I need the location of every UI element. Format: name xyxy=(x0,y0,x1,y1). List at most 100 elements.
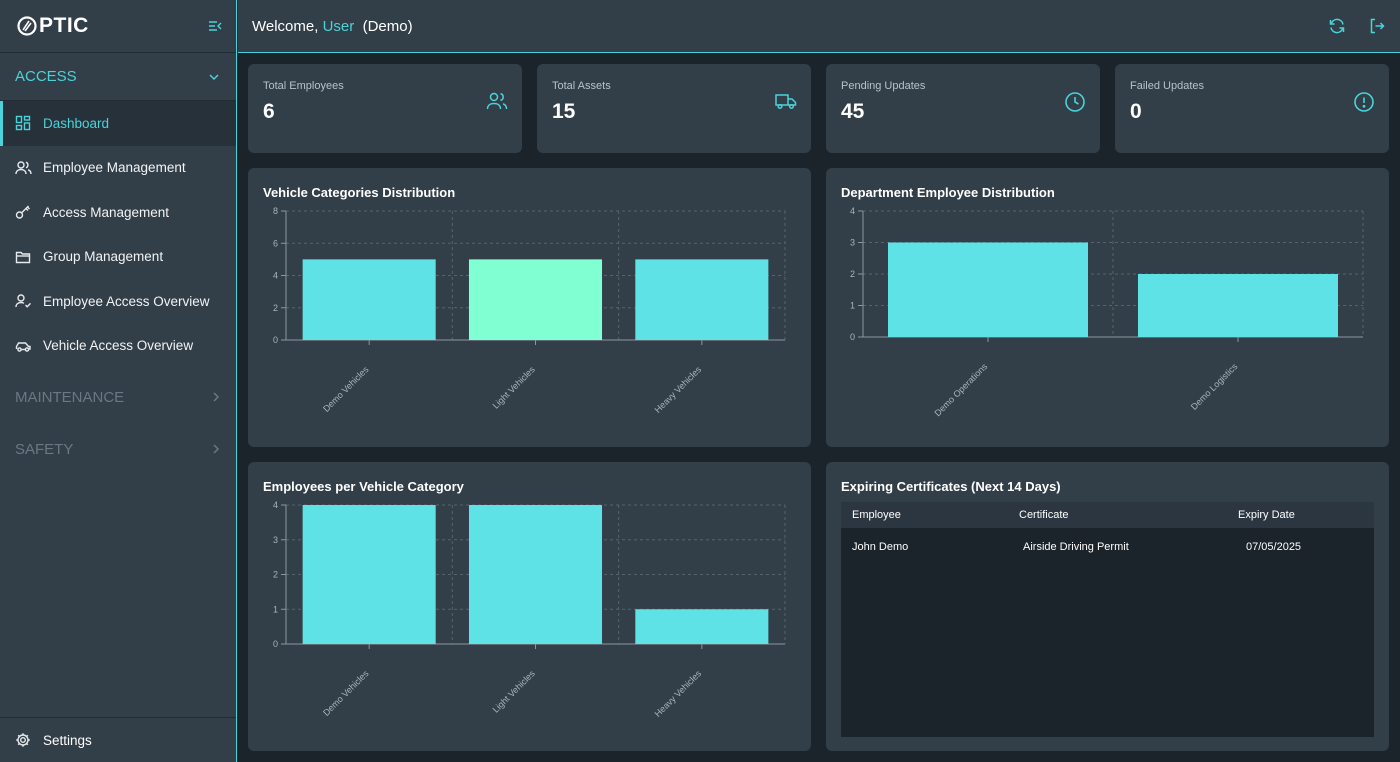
chart-panel-department-employees: Department Employee Distribution 0 1 2 3 4 De… xyxy=(826,168,1389,447)
table-header: Employee Certificate Expiry Date xyxy=(841,502,1374,528)
y-tick-label: 1 xyxy=(273,604,278,614)
column-header-expiry-date[interactable]: Expiry Date xyxy=(1238,509,1295,521)
certificates-table: Employee Certificate Expiry Date John De… xyxy=(841,502,1374,737)
y-tick-label: 1 xyxy=(850,301,855,311)
sidebar-item-dashboard[interactable]: Dashboard xyxy=(0,101,236,146)
clock-icon xyxy=(1064,91,1086,113)
key-icon xyxy=(15,203,33,221)
stat-value: 6 xyxy=(263,100,275,123)
car-icon xyxy=(15,337,33,355)
bar[interactable] xyxy=(302,505,436,644)
truck-icon xyxy=(775,91,797,111)
sidebar-item-label: Access Management xyxy=(43,204,170,220)
cell-employee: John Demo xyxy=(852,541,909,553)
stat-label: Total Assets xyxy=(552,80,611,92)
collapse-sidebar-icon[interactable] xyxy=(208,20,222,32)
sidebar-item-label: Dashboard xyxy=(43,115,110,131)
y-tick-label: 2 xyxy=(273,570,278,580)
chart-panel-vehicle-categories: Vehicle Categories Distribution 0 2 4 6 8 Dem… xyxy=(248,168,811,447)
stat-label: Total Employees xyxy=(263,80,344,92)
y-tick-label: 2 xyxy=(850,269,855,279)
cell-certificate: Airside Driving Permit xyxy=(1023,541,1129,553)
alert-circle-icon xyxy=(1353,91,1375,113)
x-tick-label: Light Vehicles xyxy=(491,364,538,411)
x-tick-label: Demo Operations xyxy=(932,361,989,418)
x-tick-label: Light Vehicles xyxy=(491,668,538,715)
logo-text: PTIC xyxy=(39,14,89,37)
bar[interactable] xyxy=(468,505,603,644)
dashboard-grid-icon xyxy=(15,114,33,132)
section-access[interactable]: ACCESS xyxy=(0,53,236,101)
chart-panel-employees-per-vehicle: Employees per Vehicle Category 0 1 2 3 4 Demo… xyxy=(248,462,811,751)
y-tick-label: 4 xyxy=(273,271,278,281)
y-tick-label: 0 xyxy=(273,335,278,345)
y-tick-label: 0 xyxy=(273,639,278,649)
chevron-right-icon xyxy=(213,444,220,454)
column-header-employee[interactable]: Employee xyxy=(852,509,901,521)
y-tick-label: 2 xyxy=(273,303,278,313)
stat-value: 15 xyxy=(552,100,576,123)
expiring-certificates-panel: Expiring Certificates (Next 14 Days) Emp… xyxy=(826,462,1389,751)
section-maintenance[interactable]: MAINTENANCE xyxy=(0,373,236,421)
x-tick-label: Demo Vehicles xyxy=(321,364,371,414)
chart-title: Employees per Vehicle Category xyxy=(263,479,464,494)
folder-icon xyxy=(15,248,33,266)
y-tick-label: 4 xyxy=(850,206,855,216)
x-tick-label: Demo Logistics xyxy=(1189,361,1240,412)
settings-label: Settings xyxy=(43,732,92,748)
section-safety[interactable]: SAFETY xyxy=(0,425,236,473)
column-header-certificate[interactable]: Certificate xyxy=(1019,509,1069,521)
demo-mode-label: (Demo) xyxy=(362,17,413,35)
y-tick-label: 4 xyxy=(273,500,278,510)
x-tick-label: Heavy Vehicles xyxy=(653,364,704,415)
stat-card-total-employees: Total Employees 6 xyxy=(248,64,522,153)
logo-mark-icon xyxy=(17,16,37,36)
certificates-title: Expiring Certificates (Next 14 Days) xyxy=(841,479,1061,494)
chevron-down-icon xyxy=(209,73,219,80)
users-icon xyxy=(15,159,33,177)
gear-icon xyxy=(15,731,33,749)
x-tick-label: Demo Vehicles xyxy=(321,668,371,718)
sidebar-item-vehicle-access-overview[interactable]: Vehicle Access Overview xyxy=(0,324,236,369)
stat-label: Pending Updates xyxy=(841,80,926,92)
top-header: Welcome, User (Demo) xyxy=(238,0,1400,53)
bar[interactable] xyxy=(888,242,1088,338)
user-check-icon xyxy=(15,292,33,310)
sidebar-item-label: Employee Management xyxy=(43,160,186,176)
sidebar: PTIC ACCESS Dashboard Employee Managemen… xyxy=(0,0,237,762)
users-icon xyxy=(486,91,508,111)
bar[interactable] xyxy=(635,609,769,644)
section-safety-label: SAFETY xyxy=(15,440,74,458)
sidebar-item-group-management[interactable]: Group Management xyxy=(0,235,236,280)
y-tick-label: 0 xyxy=(850,332,855,342)
y-tick-label: 3 xyxy=(850,238,855,248)
section-access-label: ACCESS xyxy=(15,68,77,85)
user-name: User xyxy=(322,17,355,35)
x-tick-label: Heavy Vehicles xyxy=(653,668,704,719)
stat-card-total-assets: Total Assets 15 xyxy=(537,64,811,153)
vehicle-categories-chart: 0 2 4 6 8 Demo Vehicles Light Vehicles Heavy Ve… xyxy=(273,206,786,415)
chart-title: Vehicle Categories Distribution xyxy=(263,185,456,200)
sidebar-item-employee-management[interactable]: Employee Management xyxy=(0,146,236,191)
sidebar-item-access-management[interactable]: Access Management xyxy=(0,190,236,235)
table-row[interactable]: John Demo Airside Driving Permit 07/05/2… xyxy=(841,528,1374,566)
stat-card-failed-updates: Failed Updates 0 xyxy=(1115,64,1389,153)
logout-icon[interactable] xyxy=(1368,17,1386,35)
app-logo[interactable]: PTIC xyxy=(16,14,89,38)
sidebar-item-label: Vehicle Access Overview xyxy=(43,338,194,354)
welcome-prefix: Welcome, xyxy=(252,17,319,35)
bar[interactable] xyxy=(468,259,603,340)
y-tick-label: 3 xyxy=(273,535,278,545)
employees-per-vehicle-chart: 0 1 2 3 4 Demo Vehicles Light Vehicles Heavy Ve… xyxy=(273,500,786,719)
y-tick-label: 6 xyxy=(273,238,278,248)
sidebar-item-label: Employee Access Overview xyxy=(43,293,210,309)
stat-value: 0 xyxy=(1130,100,1142,123)
bar[interactable] xyxy=(1138,274,1338,337)
stat-value: 45 xyxy=(841,100,865,123)
refresh-icon[interactable] xyxy=(1328,17,1346,35)
settings-link[interactable]: Settings xyxy=(0,717,236,762)
bar[interactable] xyxy=(635,259,769,340)
bar[interactable] xyxy=(302,259,436,340)
sidebar-item-employee-access-overview[interactable]: Employee Access Overview xyxy=(0,279,236,324)
welcome-message: Welcome, User (Demo) xyxy=(252,18,413,35)
